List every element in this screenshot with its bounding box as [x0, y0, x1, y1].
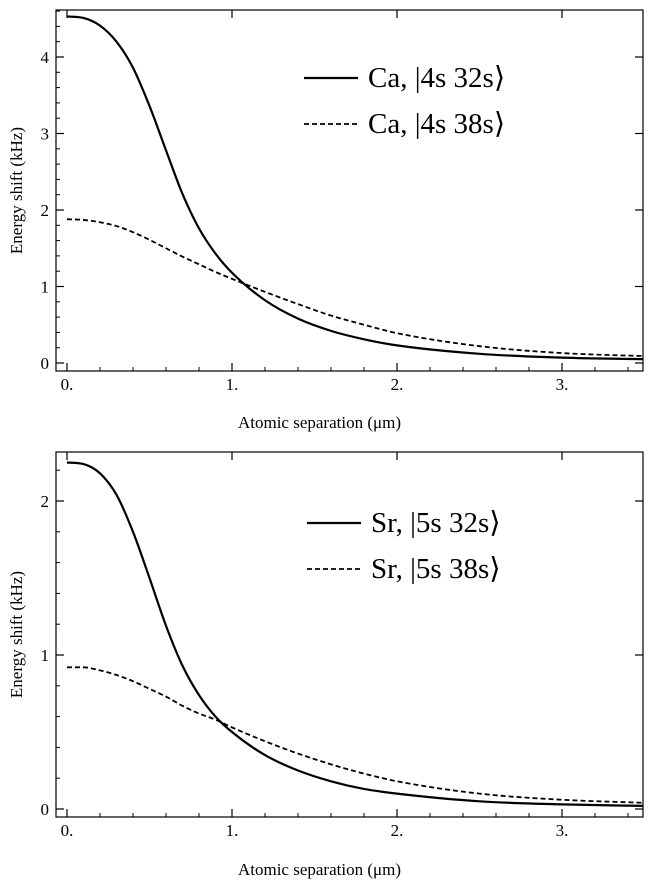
x-tick-label: 3.: [556, 821, 569, 840]
chart-panel-1: 0. 1. 2. 3. 0 1 2 3 4 Atomic separation (μm) Energ…: [7, 9, 644, 432]
y-tick-label: 2: [41, 492, 50, 511]
y-tick-label: 0: [41, 800, 50, 819]
y-tick-label: 4: [41, 48, 50, 67]
x-axis-label: Atomic separation (μm): [238, 860, 401, 879]
series-line-2: [66, 218, 643, 357]
legend-label: Ca, |4s 38s⟩: [368, 108, 505, 140]
series-line-2: [66, 666, 643, 804]
legend-label: Ca, |4s 32s⟩: [368, 62, 505, 94]
x-tick-label: 1.: [226, 821, 239, 840]
legend-label: Sr, |5s 32s⟩: [371, 507, 501, 539]
series-line-1: [66, 15, 643, 361]
x-tick-label: 1.: [226, 375, 239, 394]
y-tick-label: 0: [41, 354, 50, 373]
y-tick-label: 3: [41, 125, 50, 144]
y-axis-label: Energy shift (kHz): [7, 571, 26, 698]
chart-panel-2: 0. 1. 2. 3. 0 1 2 Atomic separation (μm) Energy …: [7, 451, 644, 879]
x-tick-label: 2.: [391, 821, 404, 840]
y-tick-label: 1: [41, 278, 50, 297]
x-tick-label: 0.: [61, 821, 74, 840]
x-tick-label: 2.: [391, 375, 404, 394]
plot-frame: [55, 9, 644, 372]
x-tick-label: 0.: [61, 375, 74, 394]
legend-label: Sr, |5s 38s⟩: [371, 553, 501, 585]
y-tick-label: 1: [41, 646, 50, 665]
x-tick-label: 3.: [556, 375, 569, 394]
plot-frame: [55, 451, 644, 818]
x-axis-label: Atomic separation (μm): [238, 413, 401, 432]
series-line-1: [66, 461, 643, 807]
y-tick-label: 2: [41, 201, 50, 220]
y-axis-label: Energy shift (kHz): [7, 127, 26, 254]
